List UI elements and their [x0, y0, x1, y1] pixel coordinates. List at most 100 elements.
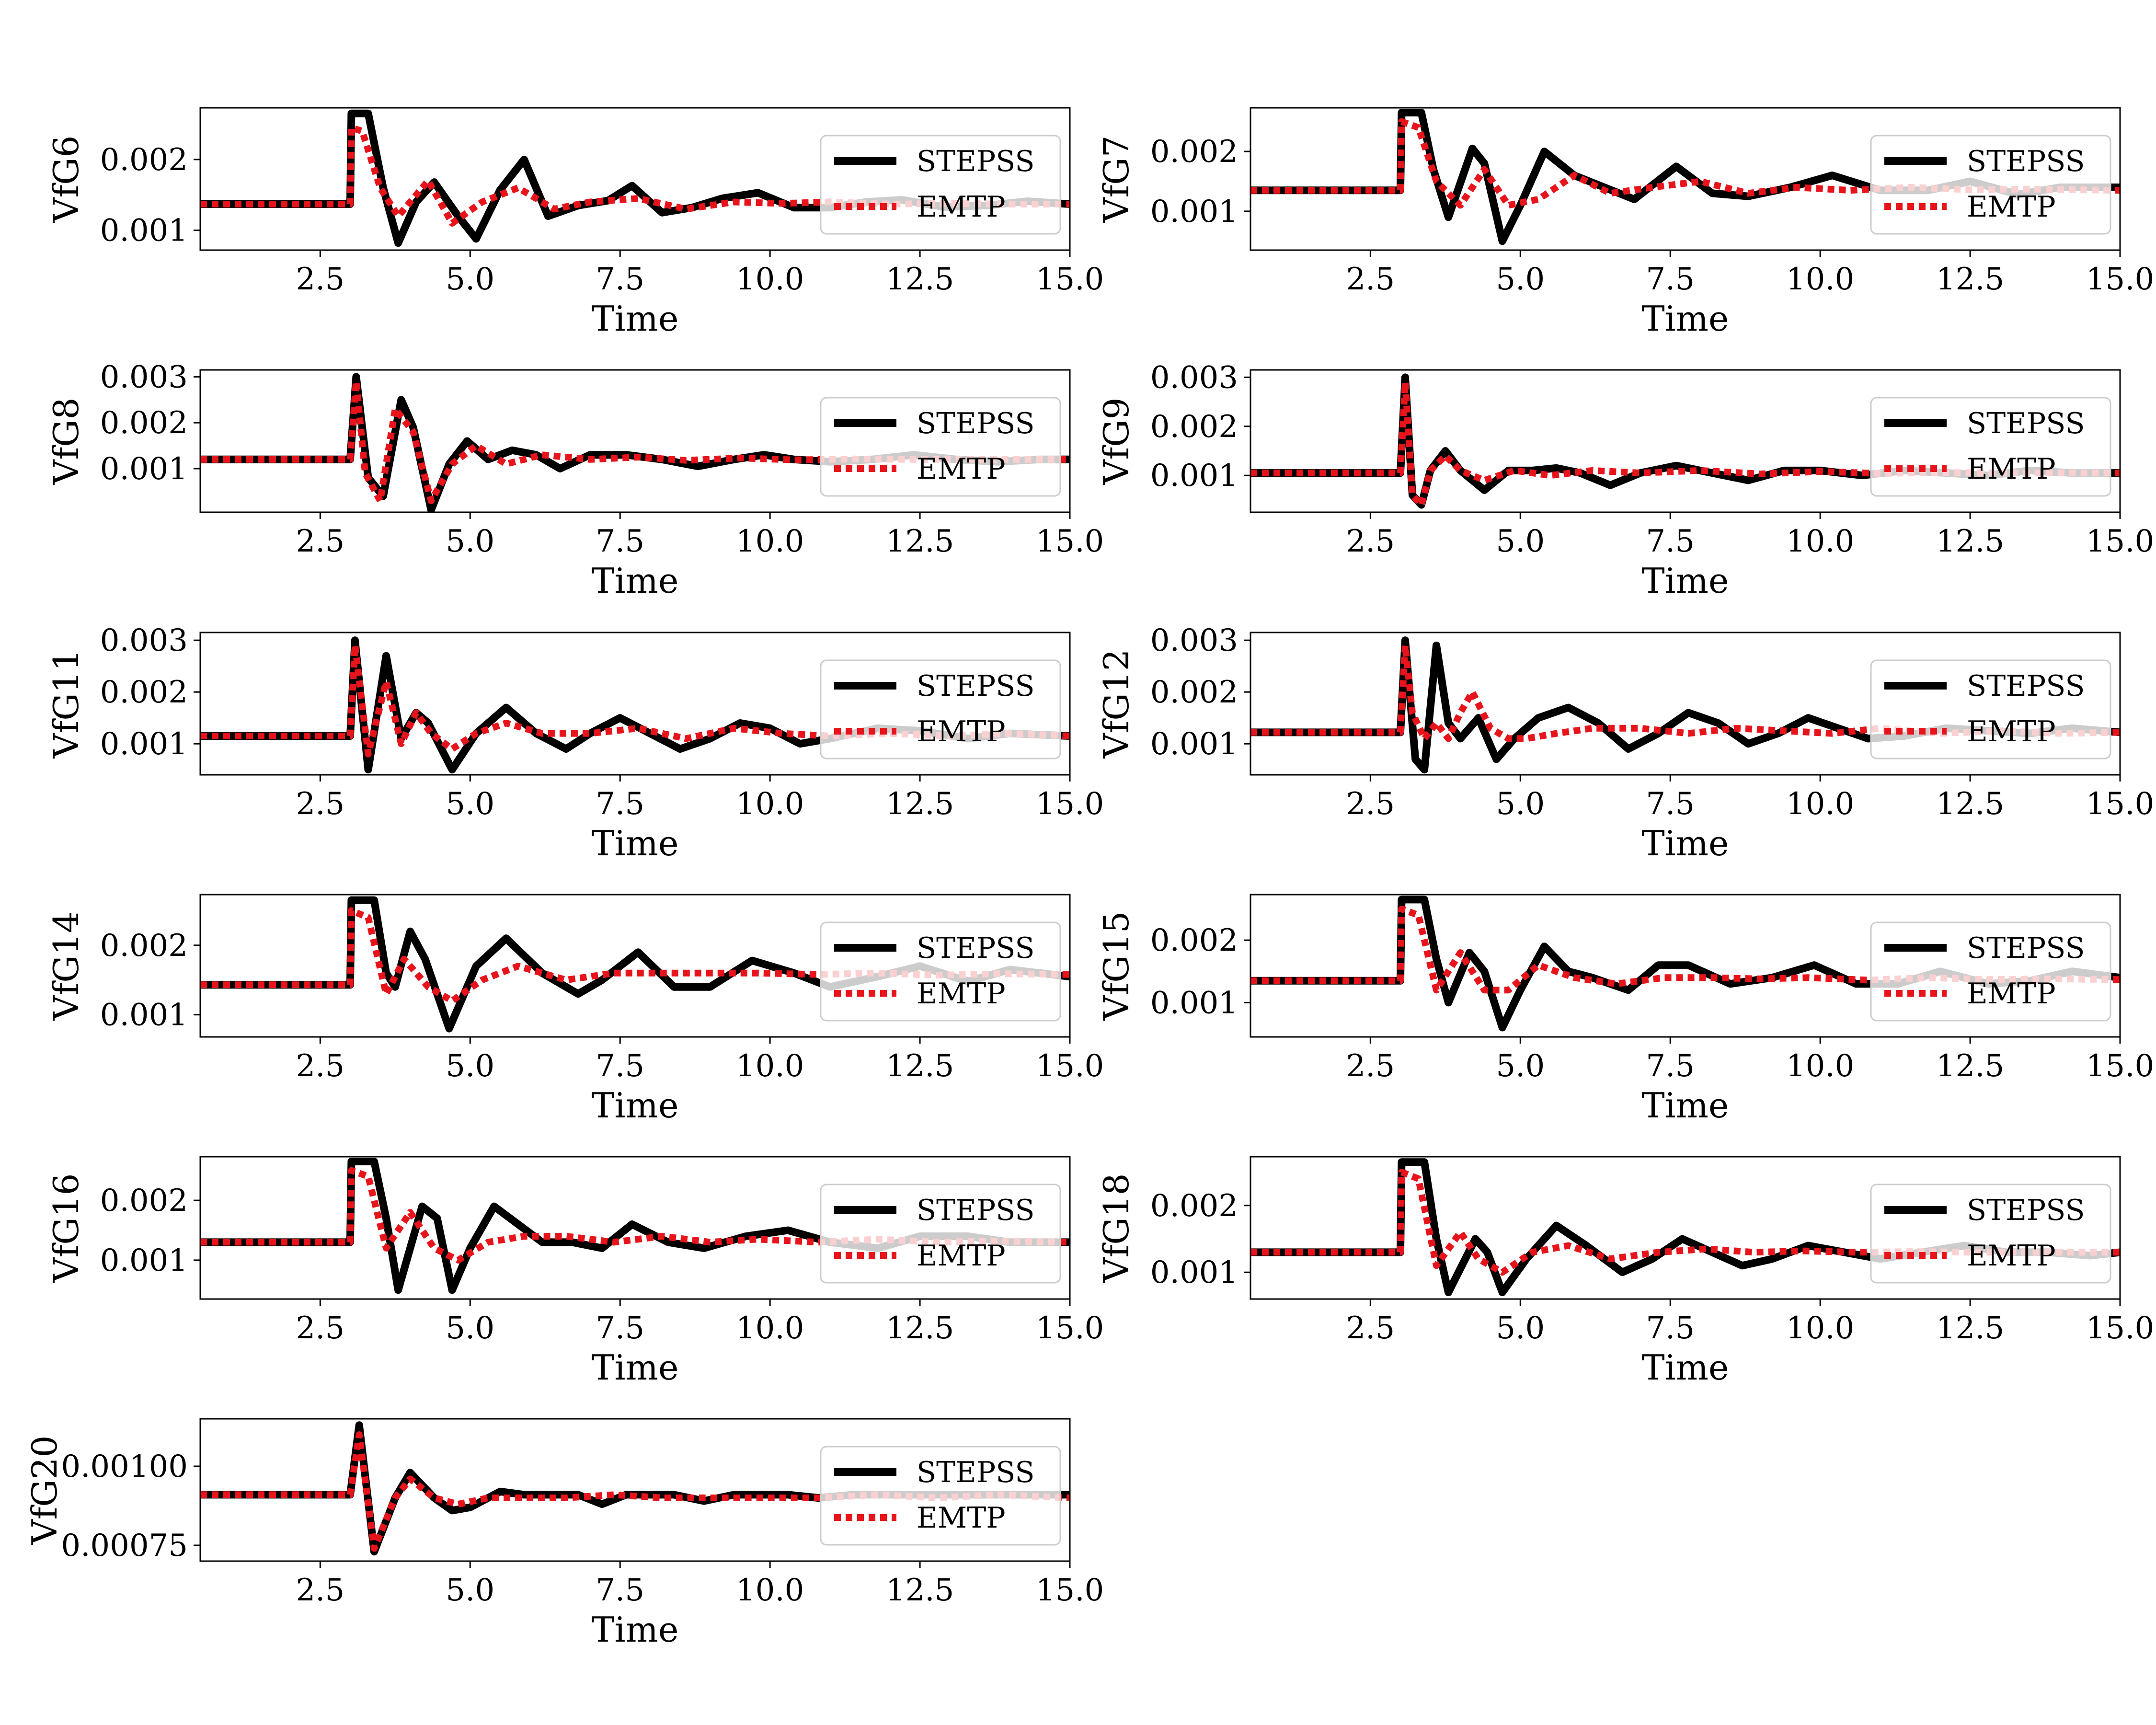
x-tick-label: 5.0 [446, 786, 494, 822]
x-tick-label: 7.5 [596, 524, 644, 559]
x-tick-label: 5.0 [1496, 786, 1545, 822]
x-tick-label: 12.5 [1936, 262, 2005, 297]
y-axis-label: VfG7 [1096, 136, 1136, 223]
axes-frame [1250, 369, 2121, 513]
x-tick-label: 12.5 [1936, 524, 2005, 559]
x-tick-label: 15.0 [1036, 786, 1104, 822]
subplot-vfg15: 2.5 5.0 7.5 10.0 12.5 15.0 0.001 0.002 Time VfG15… [1096, 894, 2154, 1126]
y-tick-label: 0.002 [1150, 1188, 1238, 1224]
x-tick-label: 15.0 [2086, 1311, 2155, 1346]
x-axis-label: Time [592, 299, 679, 339]
y-tick-label: 0.002 [100, 928, 188, 964]
legend-label-emtp: EMTP [1967, 1239, 2056, 1273]
x-tick-label: 10.0 [1786, 524, 1855, 559]
x-tick-label: 7.5 [596, 786, 644, 822]
subplot-vfg16: 2.5 5.0 7.5 10.0 12.5 15.0 0.001 0.002 Time VfG16… [46, 1156, 1104, 1388]
axes-frame [1250, 632, 2121, 776]
x-tick-label: 2.5 [296, 524, 344, 559]
y-tick-label: 0.001 [1150, 194, 1238, 230]
y-axis-label: VfG6 [46, 136, 86, 223]
legend-label-stepss: STEPSS [917, 932, 1034, 965]
subplot-vfg6: 2.5 5.0 7.5 10.0 12.5 15.0 0.001 0.002 Time VfG6 S… [46, 107, 1104, 339]
legend-label-emtp: EMTP [917, 715, 1006, 748]
x-tick-label: 10.0 [736, 262, 804, 297]
x-tick-label: 12.5 [886, 1048, 954, 1084]
y-tick-label: 0.002 [100, 675, 188, 710]
y-tick-label: 0.001 [100, 451, 188, 487]
x-tick-label: 12.5 [886, 524, 954, 559]
x-tick-label: 2.5 [296, 1573, 344, 1608]
legend-label-stepss: STEPSS [917, 407, 1034, 440]
y-tick-label: 0.002 [1150, 675, 1238, 710]
y-tick-label: 0.002 [1150, 409, 1238, 445]
axes-frame [199, 1418, 1071, 1562]
x-axis-label: Time [1642, 823, 1729, 863]
legend-label-stepss: STEPSS [917, 145, 1034, 178]
x-tick-label: 7.5 [596, 1311, 644, 1346]
x-tick-label: 12.5 [1936, 1048, 2005, 1084]
subplot-vfg14: 2.5 5.0 7.5 10.0 12.5 15.0 0.001 0.002 Time VfG14… [46, 894, 1104, 1126]
x-tick-label: 12.5 [886, 262, 954, 297]
legend: STEPSS EMTP [820, 1184, 1061, 1284]
y-axis-label: VfG12 [1096, 649, 1136, 759]
x-tick-label: 5.0 [1496, 1311, 1545, 1346]
x-tick-label: 10.0 [736, 1311, 804, 1346]
y-tick-label: 0.001 [100, 998, 188, 1033]
x-tick-label: 7.5 [1646, 1048, 1695, 1084]
legend: STEPSS EMTP [1870, 921, 2111, 1022]
x-tick-label: 2.5 [296, 786, 344, 822]
x-tick-label: 7.5 [1646, 262, 1695, 297]
legend-label-emtp: EMTP [917, 977, 1006, 1011]
y-axis-label: VfG20 [24, 1436, 65, 1545]
x-tick-label: 2.5 [1346, 262, 1395, 297]
subplot-vfg12: 2.5 5.0 7.5 10.0 12.5 15.0 0.001 0.002 0.003 Time… [1096, 623, 2154, 863]
axes-frame [1250, 107, 2121, 251]
x-tick-label: 10.0 [736, 786, 804, 822]
subplot-vfg9: 2.5 5.0 7.5 10.0 12.5 15.0 0.001 0.002 0.003 Time… [1096, 360, 2154, 601]
legend-label-emtp: EMTP [917, 452, 1006, 486]
x-tick-label: 5.0 [1496, 262, 1545, 297]
x-tick-label: 15.0 [2086, 262, 2155, 297]
x-tick-label: 7.5 [1646, 786, 1695, 822]
y-tick-label: 0.001 [1150, 985, 1238, 1021]
axes-frame [199, 632, 1071, 776]
x-axis-label: Time [592, 823, 679, 863]
legend: STEPSS EMTP [1870, 1184, 2111, 1284]
x-tick-label: 2.5 [1346, 786, 1395, 822]
legend: STEPSS EMTP [1870, 659, 2111, 759]
legend: STEPSS EMTP [820, 135, 1061, 235]
y-tick-label: 0.003 [100, 623, 188, 658]
axes-frame [199, 1156, 1071, 1300]
x-tick-label: 15.0 [1036, 1048, 1104, 1084]
x-tick-label: 10.0 [1786, 786, 1855, 822]
y-axis-label: VfG16 [46, 1173, 86, 1283]
y-tick-label: 0.002 [1150, 923, 1238, 958]
y-tick-label: 0.002 [1150, 134, 1238, 170]
subplot-vfg7: 2.5 5.0 7.5 10.0 12.5 15.0 0.001 0.002 Time VfG7 S… [1096, 107, 2155, 339]
y-tick-label: 0.001 [100, 1243, 188, 1278]
x-tick-label: 12.5 [1936, 786, 2005, 822]
axes-frame [199, 107, 1071, 251]
legend: STEPSS EMTP [1870, 135, 2111, 235]
x-tick-label: 5.0 [446, 1311, 494, 1346]
axes-frame [1250, 894, 2121, 1038]
x-tick-label: 5.0 [446, 262, 494, 297]
series-line-emtp [200, 124, 1070, 227]
x-tick-label: 12.5 [886, 1573, 954, 1608]
x-tick-label: 15.0 [1036, 262, 1104, 297]
x-tick-label: 2.5 [1346, 524, 1395, 559]
y-tick-label: 0.00075 [61, 1528, 188, 1564]
y-tick-label: 0.003 [100, 359, 188, 395]
x-tick-label: 5.0 [1496, 524, 1545, 559]
x-tick-label: 2.5 [1346, 1311, 1395, 1346]
x-tick-label: 5.0 [1496, 1048, 1545, 1084]
legend-label-stepss: STEPSS [1967, 145, 2085, 178]
legend-label-stepss: STEPSS [1967, 1194, 2085, 1227]
x-axis-label: Time [592, 1085, 679, 1126]
y-tick-label: 0.002 [100, 1183, 188, 1219]
x-tick-label: 10.0 [1786, 1048, 1855, 1084]
axes-frame [199, 369, 1071, 513]
x-tick-label: 2.5 [296, 262, 344, 297]
x-tick-label: 15.0 [1036, 524, 1104, 559]
x-tick-label: 7.5 [596, 1048, 644, 1084]
